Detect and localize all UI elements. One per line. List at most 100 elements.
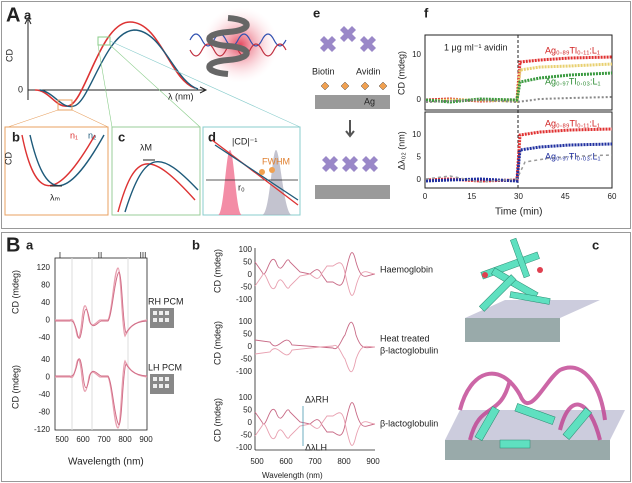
annotation: FWHM	[262, 156, 290, 166]
marker	[269, 167, 275, 173]
x-axis-label: Time (min)	[495, 207, 542, 218]
x-tick-label: 600	[279, 457, 293, 466]
y-tick-label: 0	[417, 175, 422, 184]
y-tick-label: 0	[417, 95, 422, 104]
subpanel-frame	[111, 126, 201, 216]
y-tick-label: 0	[46, 373, 51, 382]
marker	[259, 169, 265, 175]
x-tick-label: 0	[423, 192, 428, 201]
y-axis-label: CD (mdeg)	[10, 365, 20, 409]
y-tick-label: 10	[412, 50, 421, 59]
plot-ba	[54, 257, 174, 431]
y-tick-label: -50	[240, 431, 252, 440]
x-tick-label: 15	[467, 192, 476, 201]
legend-label: Ag₀.₉₇Tl₀.₀₃:L₁	[545, 76, 601, 86]
helix-illustration	[189, 7, 287, 83]
subpanel-label: c	[592, 237, 599, 252]
annotation: ΔλRH	[305, 394, 329, 404]
panel-a-frame	[1, 1, 631, 229]
y-tick-label: -100	[236, 295, 253, 304]
protein-render	[445, 237, 625, 460]
x-tick-label: 800	[337, 457, 351, 466]
annotation: r₀	[238, 182, 245, 192]
x-tick-label: 700	[308, 457, 322, 466]
sample-label: Heat treated	[380, 333, 430, 343]
curve	[124, 161, 199, 213]
y-axis-label: Δλ₀₂ (nm)	[396, 131, 406, 170]
annotation: 1 μg ml⁻¹ avidin	[444, 42, 507, 52]
region-label: III	[140, 251, 147, 260]
y-tick-label: 120	[37, 263, 51, 272]
x-tick-label: 700	[97, 435, 111, 444]
x-tick-label: 45	[561, 192, 570, 201]
avidin-icons	[320, 26, 376, 52]
annotation: ΔλLH	[305, 442, 327, 452]
biotin-icons	[320, 81, 388, 91]
label: Biotin	[312, 66, 335, 76]
y-tick-label: 50	[243, 258, 252, 267]
x-tick-label: 600	[76, 435, 90, 444]
subpanel-frame	[4, 126, 109, 216]
sample-label: β-lactoglobulin	[380, 418, 438, 428]
y-tick-label: -40	[38, 390, 50, 399]
y-axis-label: CD (mdeg)	[212, 398, 222, 442]
y-tick-label: -50	[240, 283, 252, 292]
x-axis-label: λ (nm)	[168, 91, 194, 101]
plot-f	[424, 34, 613, 189]
peak	[262, 150, 292, 215]
y-tick-label: 80	[41, 281, 50, 290]
curve	[21, 134, 96, 187]
subpanel-label: c	[118, 129, 125, 144]
panel-b-frame	[1, 232, 631, 482]
device-label: RH PCM	[148, 296, 184, 306]
subpanel-label: d	[208, 129, 216, 144]
y-tick-label: 50	[243, 330, 252, 339]
y-tick-label: 100	[239, 245, 253, 254]
sample-label: β-lactoglobulin	[380, 345, 438, 355]
x-tick-label: 500	[55, 435, 69, 444]
subpanel-label: b	[192, 237, 200, 252]
x-tick-label: 500	[250, 457, 264, 466]
y-tick-label: -40	[38, 333, 50, 342]
substrate	[315, 185, 390, 199]
curve	[214, 144, 299, 201]
y-axis-label: CD	[3, 152, 13, 165]
x-axis-label: Wavelength (nm)	[68, 457, 144, 468]
subpanel-label: f	[424, 5, 429, 20]
y-tick-label: -120	[34, 425, 51, 434]
zero-label: 0	[18, 84, 23, 94]
x-tick-label: 60	[608, 192, 617, 201]
annotation: λM	[140, 142, 152, 152]
y-tick-label: 10	[412, 130, 421, 139]
substrate	[315, 95, 390, 109]
legend-label: n₁	[70, 130, 78, 140]
curve	[211, 139, 299, 206]
curve	[117, 163, 196, 213]
panel-label: A	[6, 4, 20, 26]
x-axis-label: Wavelength (nm)	[262, 471, 323, 480]
y-tick-label: 100	[239, 393, 253, 402]
y-tick-label: 0	[248, 418, 253, 427]
plot-a: CD 0 λ (nm)	[4, 16, 301, 128]
y-tick-label: -100	[236, 367, 253, 376]
subpanel-label: b	[12, 129, 20, 144]
y-tick-label: -100	[236, 443, 253, 452]
y-tick-label: 0	[248, 342, 253, 351]
x-tick-label: 800	[118, 435, 132, 444]
x-tick-label: 30	[514, 192, 523, 201]
legend-label: Ag₀.₈₉Tl₀.₁₁:L₁	[545, 118, 600, 128]
y-axis-label: CD (mdeg)	[396, 51, 406, 95]
subpanel-label: e	[313, 5, 320, 20]
label: Ag	[364, 96, 375, 106]
region-label: I	[59, 251, 61, 260]
legend-label: Ag₀.₈₉Tl₀.₁₁:L₁	[545, 45, 600, 55]
y-tick-label: 40	[41, 355, 50, 364]
x-tick-label: 900	[139, 435, 153, 444]
y-tick-label: 50	[243, 406, 252, 415]
label: Avidin	[356, 66, 380, 76]
annotation: |CD|⁻¹	[232, 136, 257, 146]
device-label: LH PCM	[148, 362, 182, 372]
plot-bb	[254, 248, 376, 451]
x-tick-label: 900	[366, 457, 380, 466]
y-tick-label: 5	[417, 153, 422, 162]
